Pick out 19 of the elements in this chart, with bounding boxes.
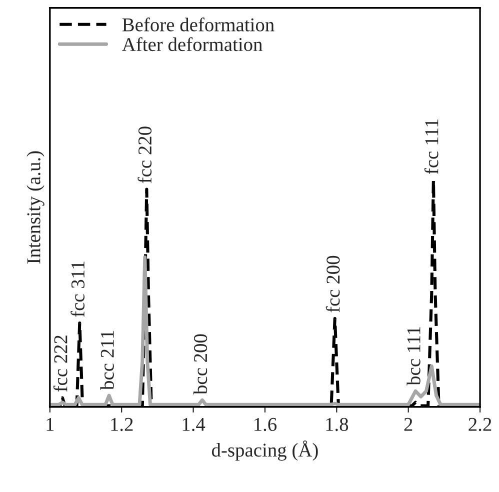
x-tick-label: 1 <box>46 418 54 431</box>
annotation: fcc 200 <box>326 256 340 312</box>
x-tick-label: 1.4 <box>182 418 206 432</box>
x-tick-label: 1.6 <box>254 418 277 432</box>
annotation: fcc 111 <box>424 119 438 174</box>
annotation: fcc 222 <box>53 336 68 392</box>
annotation: bcc 111 <box>406 327 420 386</box>
annotation: bcc 211 <box>100 330 114 390</box>
annotation: fcc 311 <box>70 262 85 317</box>
annotation: fcc 220 <box>138 126 152 184</box>
x-tick-label: 2 <box>404 418 412 431</box>
x-axis-title: d-spacing (Å) <box>212 440 318 461</box>
annotation: bcc 200 <box>193 334 208 395</box>
legend-label: After deformation <box>122 37 262 52</box>
x-tick-label: 2.2 <box>468 418 492 432</box>
y-axis-title: Intensity (a.u.) <box>26 151 44 264</box>
x-tick-label: 1.2 <box>111 418 133 432</box>
legend-label: Before deformation <box>122 18 274 32</box>
x-tick-label: 1.8 <box>326 418 348 432</box>
